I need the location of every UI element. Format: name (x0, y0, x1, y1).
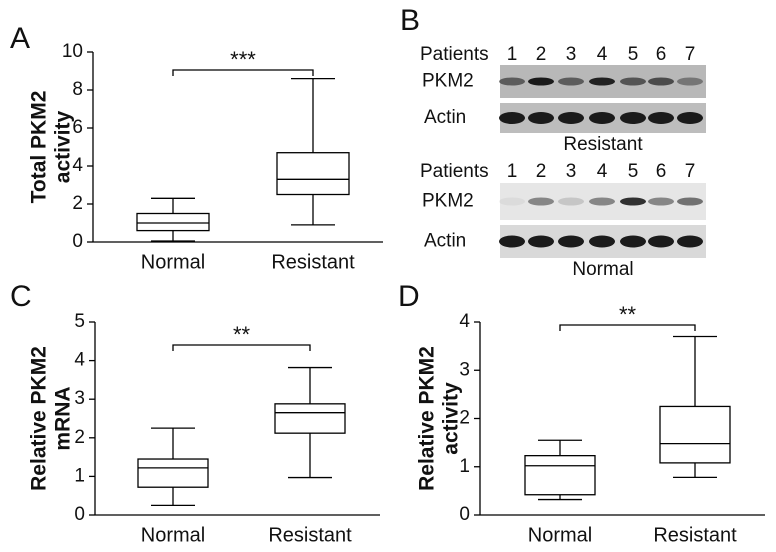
lane-label: 1 (507, 44, 518, 65)
y-tick-label: 2 (72, 193, 83, 214)
y-axis-label: Relative PKM2 (28, 346, 51, 491)
panel-label: B (400, 4, 420, 37)
blot-band (648, 197, 674, 206)
significance: ** (233, 322, 251, 347)
x-tick-label: Resistant (271, 251, 355, 273)
y-tick-label: 6 (72, 117, 83, 138)
y-tick-label: 8 (72, 79, 83, 100)
y-axis-label: Relative PKM2 (416, 346, 439, 491)
blot-band (528, 77, 554, 86)
y-tick-label: 4 (74, 350, 85, 371)
x-tick-label: Resistant (653, 524, 737, 546)
y-tick-label: 3 (74, 388, 85, 409)
y-axis-label: mRNA (52, 386, 75, 450)
blot-band (589, 77, 615, 86)
lane-label: 6 (656, 44, 667, 65)
box (136, 212, 210, 232)
y-tick-label: 2 (459, 408, 470, 429)
box (659, 405, 731, 464)
lane-label: 5 (628, 161, 639, 182)
y-tick-label: 0 (459, 504, 470, 525)
blot-band (558, 235, 584, 248)
blot-band (589, 235, 615, 248)
x-tick-label: Normal (141, 251, 205, 273)
box (276, 152, 350, 196)
patients-label: Patients (420, 161, 489, 182)
significance: *** (230, 47, 256, 72)
x-tick-label: Normal (141, 524, 205, 546)
blot-band (558, 112, 584, 124)
blot-band (528, 197, 554, 206)
y-tick-label: 1 (74, 465, 85, 486)
blot-band (620, 112, 646, 124)
blot-band (528, 235, 554, 248)
blot-band (499, 77, 525, 86)
blot-band (648, 77, 674, 86)
blot-band (648, 112, 674, 124)
y-axis-label: activity (440, 382, 463, 455)
blot-band (648, 235, 674, 248)
significance-bracket (172, 69, 314, 76)
blot-band (620, 235, 646, 248)
lane-label: 3 (566, 44, 577, 65)
x-tick-label: Resistant (268, 524, 352, 546)
blot-band (589, 197, 615, 206)
blot-band (620, 197, 646, 206)
y-tick-label: 3 (459, 359, 470, 380)
blot-band (589, 112, 615, 124)
blot-strip (500, 183, 706, 220)
blot-row-label: PKM2 (422, 191, 474, 212)
panel-label: D (398, 280, 420, 313)
blot-band (677, 77, 703, 86)
blot-band (499, 112, 525, 124)
blot-band (499, 197, 525, 206)
blot-row-label: PKM2 (422, 71, 474, 92)
x-tick-label: Normal (528, 524, 592, 546)
blot-band (499, 235, 525, 248)
y-tick-label: 4 (459, 311, 470, 332)
blot-row-label: Actin (424, 231, 466, 252)
blot-band (677, 197, 703, 206)
panel-label: C (10, 280, 32, 313)
significance-bracket (559, 324, 696, 331)
y-tick-label: 5 (74, 311, 85, 332)
blot-band (677, 112, 703, 124)
y-tick-label: 4 (72, 155, 83, 176)
blot-row-label: Actin (424, 107, 466, 128)
lane-label: 5 (628, 44, 639, 65)
blot-band (558, 197, 584, 206)
lane-label: 6 (656, 161, 667, 182)
blot-band (677, 235, 703, 248)
blot-band (620, 77, 646, 86)
significance-bracket (172, 344, 311, 351)
lane-label: 2 (536, 161, 547, 182)
y-tick-label: 1 (459, 456, 470, 477)
y-tick-label: 0 (74, 504, 85, 525)
blot-band (528, 112, 554, 124)
lane-label: 2 (536, 44, 547, 65)
lane-label: 1 (507, 161, 518, 182)
significance: ** (619, 302, 637, 327)
y-tick-label: 10 (62, 41, 83, 62)
box (274, 403, 346, 434)
y-axis-label: Total PKM2 (28, 91, 51, 204)
blot-group-label: Resistant (563, 134, 643, 155)
lane-label: 7 (685, 161, 696, 182)
lane-label: 4 (597, 44, 608, 65)
y-tick-label: 2 (74, 427, 85, 448)
blot-band (558, 77, 584, 86)
lane-label: 4 (597, 161, 608, 182)
patients-label: Patients (420, 44, 489, 65)
lane-label: 7 (685, 44, 696, 65)
panel-label: A (10, 22, 30, 55)
lane-label: 3 (566, 161, 577, 182)
box (524, 455, 596, 496)
y-tick-label: 0 (72, 231, 83, 252)
y-axis-label: activity (52, 110, 75, 183)
box (137, 458, 209, 488)
blot-group-label: Normal (572, 259, 633, 280)
